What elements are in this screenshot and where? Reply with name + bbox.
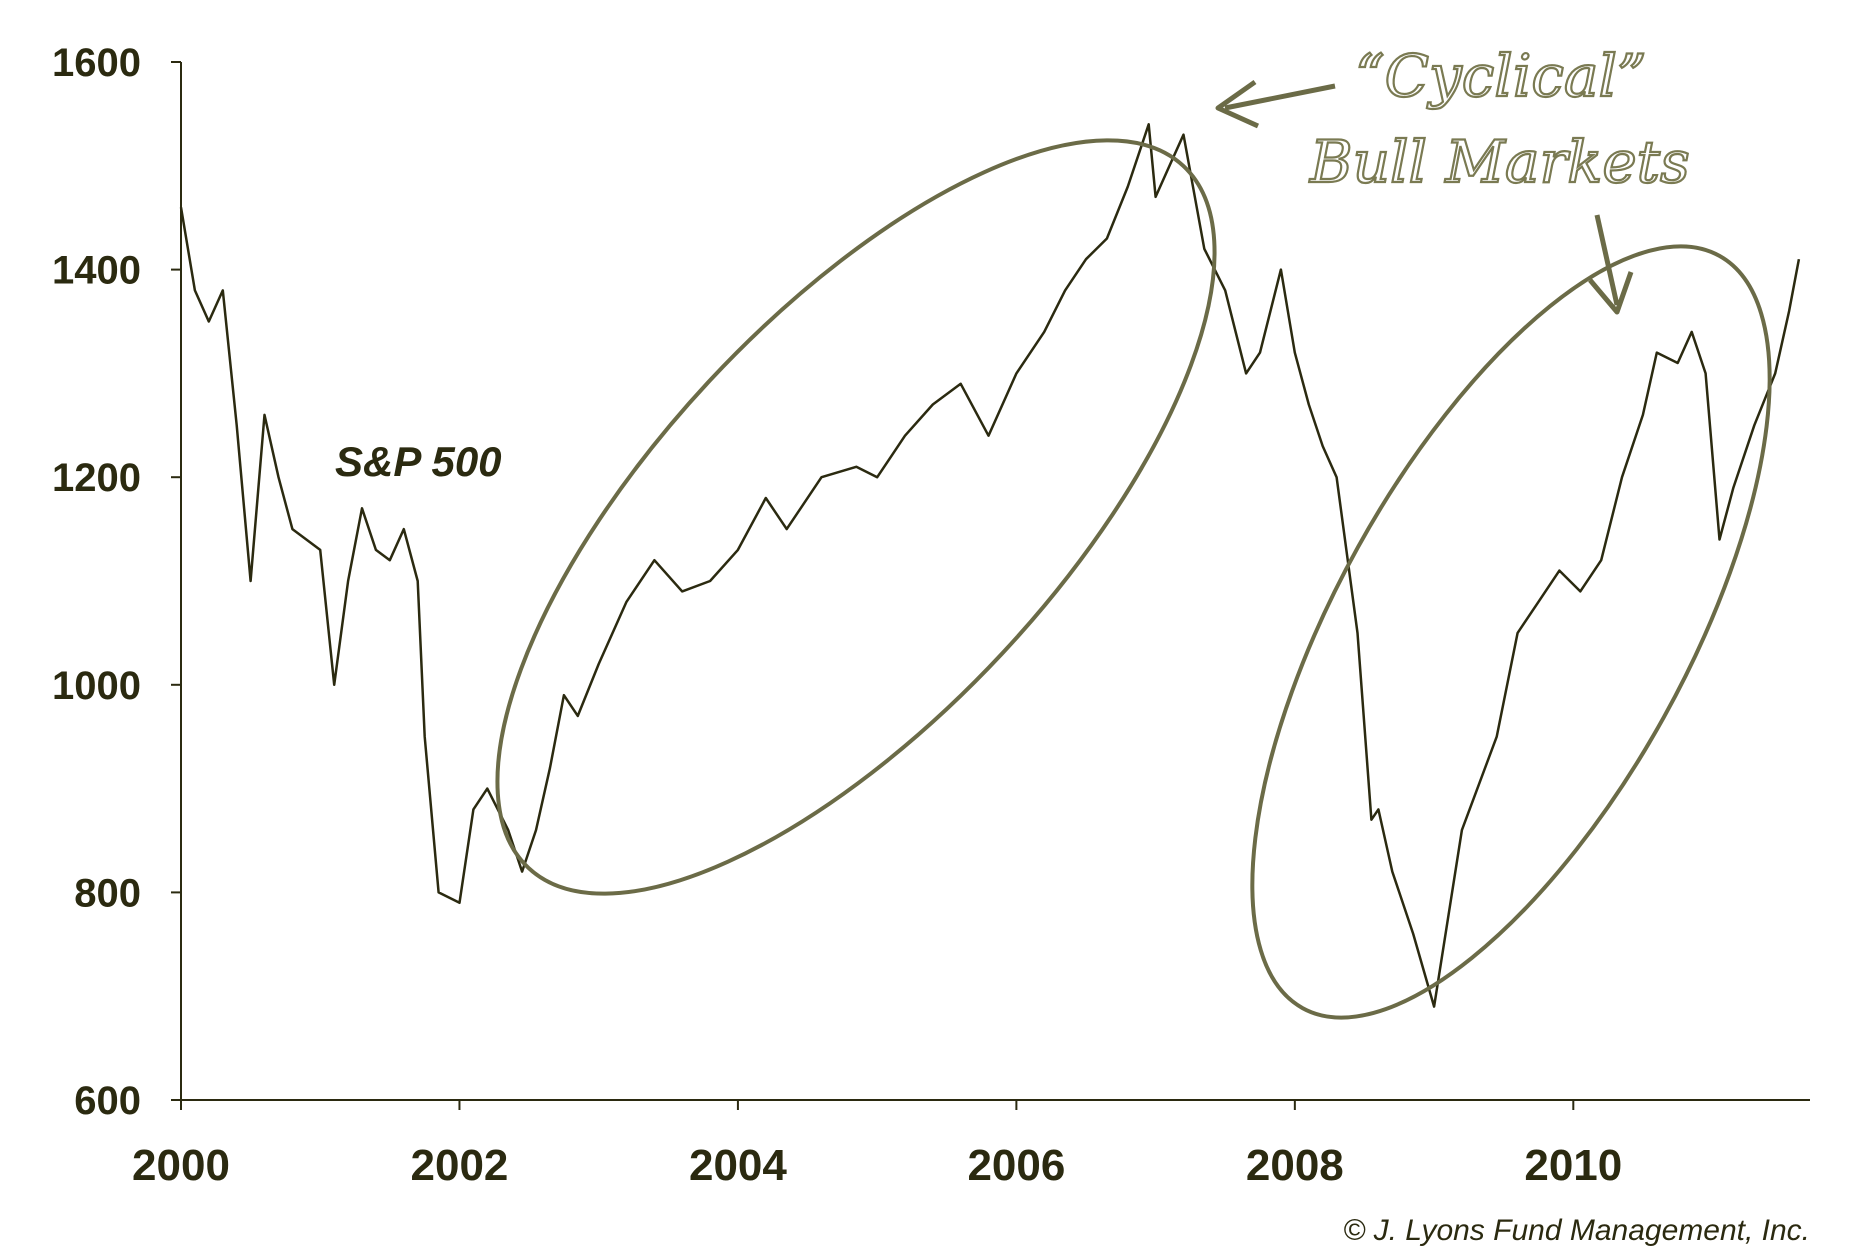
y-tick-label: 800: [74, 871, 141, 915]
callout-line2: Bull Markets: [1309, 128, 1690, 196]
x-tick-label: 2000: [132, 1141, 230, 1190]
x-ticks: 2000 2002 2004 2006 2008 2010: [132, 1100, 1622, 1190]
y-tick-label: 1600: [52, 41, 141, 85]
arrow-left-icon: [1215, 79, 1336, 129]
bull-market-ellipse-2008-2011: [1250, 244, 1772, 1020]
bull-market-ellipse-2002-2007: [495, 138, 1217, 896]
x-tick-label: 2002: [411, 1141, 509, 1190]
x-tick-label: 2006: [967, 1141, 1065, 1190]
y-tick-label: 600: [74, 1079, 141, 1123]
x-tick-label: 2008: [1246, 1141, 1344, 1190]
x-tick-label: 2004: [689, 1141, 787, 1190]
y-ticks: 600 800 1000 1200 1400 1600: [52, 41, 181, 1123]
arrow-down-icon: [1588, 214, 1634, 315]
credit-text: © J. Lyons Fund Management, Inc.: [1343, 1214, 1810, 1247]
y-tick-label: 1200: [52, 456, 141, 500]
callout: “Cyclical” Bull Markets: [1215, 41, 1691, 315]
y-tick-label: 1400: [52, 249, 141, 293]
cyclical-bull-ellipses: [495, 138, 1772, 1020]
sp500-series-line: [179, 123, 1801, 1008]
series-label: S&P 500: [335, 438, 502, 485]
callout-line1: “Cyclical”: [1355, 42, 1647, 110]
x-tick-label: 2010: [1524, 1141, 1622, 1190]
y-tick-label: 1000: [52, 664, 141, 708]
